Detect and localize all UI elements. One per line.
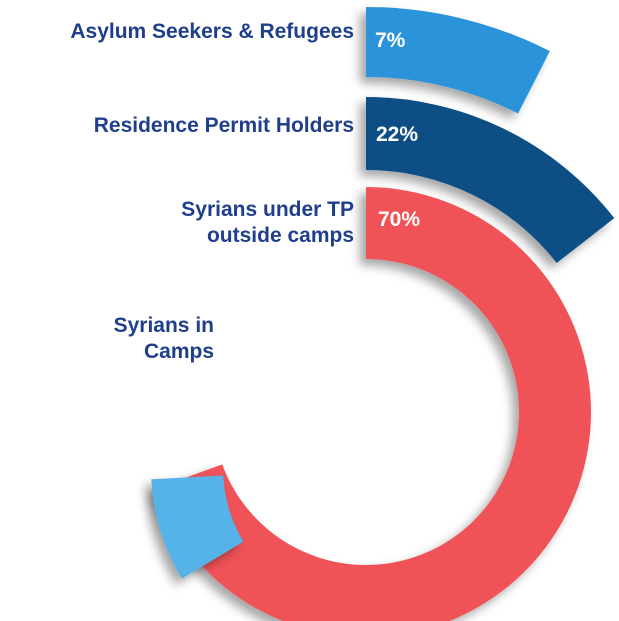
arc-segment-4 [151,475,244,579]
value-label-4: 1% [168,400,199,423]
value-label-2: 22% [376,123,418,146]
arc-segment-2 [366,97,615,264]
series-label-4: Syrians in Camps [114,314,214,363]
series-label-1: Asylum Seekers & Refugees [70,20,354,43]
series-label-3: Syrians under TP outside camps [181,198,354,247]
value-label-1: 7% [375,29,406,52]
value-label-3: 70% [378,208,420,231]
series-label-2: Residence Permit Holders [94,114,354,137]
arc-segment-3 [154,187,591,621]
arc-segment-1 [366,7,550,114]
